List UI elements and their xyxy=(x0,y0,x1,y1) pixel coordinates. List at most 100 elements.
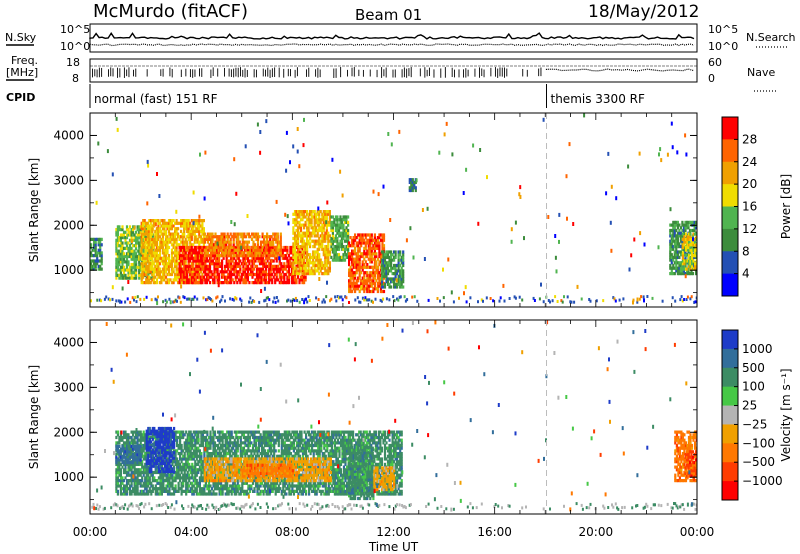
range-cell xyxy=(301,275,304,279)
range-cell xyxy=(198,224,201,228)
range-cell xyxy=(177,232,180,236)
range-cell xyxy=(348,271,351,275)
range-cell xyxy=(122,435,126,440)
sparse-point xyxy=(284,212,287,217)
range-cell xyxy=(410,178,413,182)
range-cell xyxy=(375,265,378,269)
range-cell xyxy=(408,178,411,182)
range-cell xyxy=(328,261,331,265)
range-cell xyxy=(164,264,168,268)
range-cell xyxy=(342,234,345,238)
nsearch-label: N.Search xyxy=(746,31,796,44)
range-cell xyxy=(121,487,124,491)
range-cell xyxy=(151,256,154,260)
range-cell xyxy=(340,247,344,251)
range-cell xyxy=(144,465,147,469)
range-cell xyxy=(170,270,174,274)
range-cell xyxy=(222,232,225,236)
range-cell xyxy=(383,272,387,276)
range-cell xyxy=(116,489,119,493)
sparse-point xyxy=(194,235,197,240)
range-cell xyxy=(324,245,327,249)
range-cell xyxy=(331,258,334,262)
range-cell xyxy=(399,250,402,254)
range-cell xyxy=(151,251,154,255)
ground-scatter xyxy=(363,298,366,302)
range-cell xyxy=(337,242,341,246)
range-cell xyxy=(141,435,144,440)
range-cell xyxy=(211,278,215,282)
range-cell xyxy=(295,251,298,255)
range-cell xyxy=(373,252,376,256)
range-cell xyxy=(355,252,358,256)
range-cell xyxy=(252,235,255,239)
ground-scatter xyxy=(489,297,492,300)
range-cell xyxy=(318,258,321,262)
range-cell xyxy=(139,435,142,440)
ground-scatter xyxy=(120,300,123,304)
range-cell xyxy=(681,269,684,273)
range-cell xyxy=(155,237,158,241)
range-cell xyxy=(298,261,301,265)
range-cell xyxy=(128,484,132,488)
range-cell xyxy=(299,234,303,238)
range-cell xyxy=(278,281,281,285)
range-cell xyxy=(402,269,405,273)
range-cell xyxy=(375,244,378,248)
range-cell xyxy=(130,228,133,232)
range-cell xyxy=(669,231,672,235)
range-cell xyxy=(295,220,298,224)
ground-scatter xyxy=(618,298,621,302)
range-cell xyxy=(301,281,304,285)
range-cell xyxy=(676,223,679,227)
range-cell xyxy=(369,271,372,275)
range-cell xyxy=(343,234,347,238)
range-cell xyxy=(334,253,337,257)
sparse-point xyxy=(695,244,697,249)
range-cell xyxy=(164,224,168,228)
range-cell xyxy=(260,248,263,252)
sparse-point xyxy=(486,175,488,180)
range-cell xyxy=(157,262,160,266)
range-cell xyxy=(309,253,312,257)
range-cell xyxy=(195,256,198,260)
range-cell xyxy=(364,241,367,245)
range-cell xyxy=(246,248,249,252)
range-cell xyxy=(138,470,141,475)
range-cell xyxy=(298,212,301,216)
range-cell xyxy=(358,254,361,259)
sparse-point xyxy=(609,220,612,225)
range-cell xyxy=(310,261,313,265)
range-cell xyxy=(324,272,327,276)
range-cell xyxy=(322,228,325,233)
range-cell xyxy=(135,470,138,475)
range-cell xyxy=(272,264,275,268)
range-cell xyxy=(99,245,102,250)
range-cell xyxy=(222,270,225,274)
range-cell xyxy=(331,242,334,246)
range-cell xyxy=(127,271,130,275)
range-cell xyxy=(205,237,208,241)
range-cell xyxy=(366,254,369,259)
sparse-point xyxy=(502,283,505,288)
range-cell xyxy=(145,256,148,260)
range-cell xyxy=(251,270,254,274)
range-cell xyxy=(127,263,130,267)
range-cell xyxy=(393,266,396,270)
range-cell xyxy=(678,228,681,233)
range-cell xyxy=(313,212,316,216)
range-cell xyxy=(193,267,196,271)
range-cell xyxy=(316,210,319,214)
range-cell xyxy=(207,275,210,279)
range-cell xyxy=(299,262,303,266)
range-cell xyxy=(151,489,154,493)
range-cell xyxy=(337,234,341,238)
range-cell xyxy=(301,272,304,276)
range-cell xyxy=(301,223,304,227)
range-cell xyxy=(180,272,183,277)
range-cell xyxy=(400,272,403,276)
range-cell xyxy=(190,256,193,260)
range-cell xyxy=(219,243,222,247)
range-cell xyxy=(214,243,217,247)
range-cell xyxy=(238,232,241,236)
